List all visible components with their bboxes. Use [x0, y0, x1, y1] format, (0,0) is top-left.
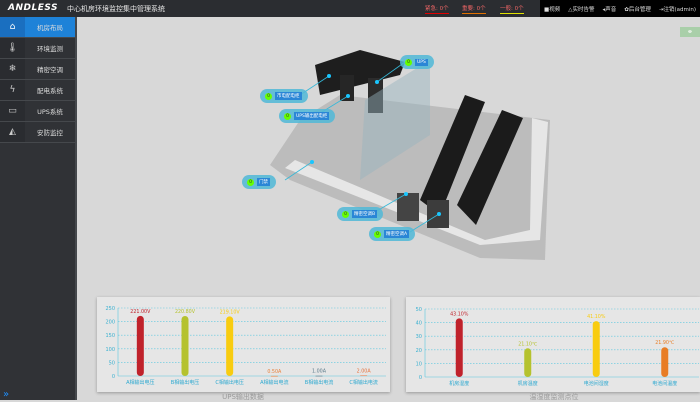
data-label: 0.50A: [267, 369, 282, 375]
home-icon: ⌂: [0, 17, 25, 37]
bar: [524, 348, 532, 377]
x-tick-label: 机房湿度: [449, 380, 469, 387]
x-tick-label: 机房温度: [518, 380, 538, 387]
sidebar-item-layout[interactable]: ⌂ 机房布局: [0, 17, 75, 38]
tag-aircon-b[interactable]: 0 精密空调B: [337, 207, 384, 221]
bar: [360, 375, 368, 377]
y-tick-label: 20: [416, 348, 422, 354]
header-bar: ANDLESS 中心机房环境监控集中管理系统 紧急: 0个 重要: 0个 一般:…: [0, 0, 700, 17]
gear-icon: ✿: [624, 6, 629, 13]
sidebar: ⌂ 机房布局 🌡︎ 环境监测 ❄ 精密空调 ϟ 配电系统 ▭ UPS系统 ◭ 安防监控 »: [0, 17, 77, 400]
data-label: 1.00A: [312, 369, 327, 375]
battery-icon: ▭: [0, 101, 25, 121]
data-label: 220.80V: [175, 309, 196, 315]
ups-chart-panel: 0 50 100 150 200 250 221.00V A相输出电压 220.80V B相输出电…: [97, 297, 390, 392]
temp-humidity-chart: 0 10 20 30 40 50 43.10% 机房湿度 21.10℃ 机房温度 41.10% 电池间…: [416, 307, 699, 387]
bar: [181, 315, 189, 376]
x-tick-label: A相输出电流: [260, 379, 288, 386]
x-tick-label: B相输出电压: [171, 379, 199, 386]
bar: [136, 315, 144, 376]
bar: [455, 318, 463, 377]
video-icon: ■: [544, 6, 550, 13]
temp-humidity-chart-panel: 0 10 20 30 40 50 43.10% 机房湿度 21.10℃ 机房温度 41.10% 电池间…: [406, 297, 700, 392]
data-label: 43.10%: [450, 311, 469, 317]
expand-sidebar-icon[interactable]: »: [3, 389, 10, 400]
y-tick-label: 50: [416, 307, 422, 313]
realtime-alarm-button[interactable]: △实时告警: [568, 6, 595, 13]
data-label: 2.00A: [357, 368, 372, 374]
admin-button[interactable]: ✿后台管理: [624, 6, 651, 13]
room-3d-view[interactable]: 0 UPS 0 市电配电柜 0 UPS输出配电柜 0 门禁 0 精密空调B 0 精密空调A: [240, 40, 700, 274]
y-tick-label: 10: [416, 361, 422, 367]
alarm-important[interactable]: 重要: 0个: [462, 6, 486, 14]
y-tick-label: 50: [109, 360, 115, 366]
bar: [592, 321, 600, 377]
tag-aircon-a[interactable]: 0 精密空调A: [369, 227, 416, 241]
header-actions: ■视频 △实时告警 ◂声音 ✿后台管理 ⇥注销(admin): [540, 0, 700, 17]
logout-button[interactable]: ⇥注销(admin): [658, 6, 697, 13]
y-tick-label: 150: [105, 333, 115, 339]
y-tick-label: 40: [416, 321, 422, 327]
video-button[interactable]: ■视频: [544, 6, 561, 13]
y-tick-label: 0: [112, 374, 115, 380]
x-tick-label: C相输出电流: [349, 379, 378, 386]
logo: ANDLESS: [8, 3, 58, 13]
lightning-icon: ϟ: [0, 80, 25, 100]
x-tick-label: 电池间温度: [652, 380, 677, 387]
y-tick-label: 100: [105, 347, 115, 353]
thermometer-icon: 🌡︎: [0, 38, 25, 58]
room-floorplan-graphic: [270, 50, 550, 260]
data-label: 41.10%: [587, 314, 606, 320]
ups-output-chart: 0 50 100 150 200 250 221.00V A相输出电压 220.80V B相输出电…: [105, 306, 386, 386]
x-tick-label: C相输出电压: [215, 379, 244, 386]
tag-ups[interactable]: 0 UPS: [400, 55, 434, 69]
bar: [315, 375, 323, 377]
tag-ups-output-cabinet[interactable]: 0 UPS输出配电柜: [279, 109, 336, 123]
speaker-icon: ◂: [602, 6, 606, 13]
share-icon[interactable]: ⚭: [680, 27, 700, 37]
data-label: 221.00V: [130, 309, 151, 315]
sidebar-item-ups[interactable]: ▭ UPS系统: [0, 101, 75, 122]
tag-mains-cabinet[interactable]: 0 市电配电柜: [260, 89, 308, 103]
data-label: 21.10℃: [518, 341, 538, 347]
bar: [270, 375, 278, 377]
alarm-general[interactable]: 一般: 0个: [500, 6, 524, 14]
x-tick-label: B相输出电流: [305, 379, 333, 386]
sidebar-item-aircon[interactable]: ❄ 精密空调: [0, 59, 75, 80]
y-tick-label: 0: [419, 375, 422, 381]
page-title: 中心机房环境监控集中管理系统: [67, 5, 165, 13]
sidebar-item-power[interactable]: ϟ 配电系统: [0, 80, 75, 101]
sidebar-item-security[interactable]: ◭ 安防监控: [0, 122, 75, 143]
logout-icon: ⇥: [658, 6, 664, 13]
camera-icon: ◭: [0, 122, 25, 142]
alarm-urgent[interactable]: 紧急: 0个: [425, 6, 449, 14]
ups-chart-title: UPS输出数据: [222, 393, 264, 401]
y-tick-label: 250: [105, 306, 115, 312]
snowflake-icon: ❄: [0, 59, 25, 79]
data-label: 219.10V: [220, 309, 241, 315]
y-tick-label: 30: [416, 334, 422, 340]
bar: [661, 347, 669, 377]
tag-access-control[interactable]: 0 门禁: [242, 175, 276, 189]
x-tick-label: 电池间湿度: [584, 380, 609, 387]
bell-icon: △: [568, 6, 573, 13]
bar: [226, 316, 234, 376]
sound-button[interactable]: ◂声音: [602, 6, 617, 13]
x-tick-label: A相输出电压: [126, 379, 154, 386]
data-label: 21.90℃: [655, 340, 675, 346]
temp-humidity-chart-title: 温湿度监测点位: [529, 393, 579, 401]
sidebar-item-environment[interactable]: 🌡︎ 环境监测: [0, 38, 75, 59]
y-tick-label: 200: [105, 320, 115, 326]
